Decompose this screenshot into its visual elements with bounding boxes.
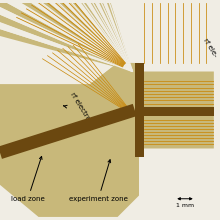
- Polygon shape: [0, 0, 133, 72]
- Polygon shape: [0, 0, 133, 72]
- Polygon shape: [0, 0, 133, 72]
- Polygon shape: [0, 0, 133, 72]
- Polygon shape: [0, 0, 133, 72]
- Polygon shape: [0, 0, 133, 72]
- Polygon shape: [0, 0, 133, 72]
- Text: experiment zone: experiment zone: [69, 160, 128, 202]
- Polygon shape: [0, 0, 133, 72]
- Polygon shape: [0, 0, 133, 72]
- Text: load zone: load zone: [11, 156, 45, 202]
- Polygon shape: [6, 0, 133, 72]
- Text: rf ele-: rf ele-: [202, 37, 218, 58]
- Polygon shape: [0, 0, 133, 72]
- Bar: [135, 63, 144, 157]
- Polygon shape: [0, 0, 133, 72]
- Polygon shape: [0, 63, 214, 217]
- Text: 1 mm: 1 mm: [176, 203, 194, 208]
- Polygon shape: [0, 63, 133, 93]
- Polygon shape: [0, 0, 133, 72]
- Polygon shape: [0, 0, 133, 72]
- Polygon shape: [0, 0, 133, 72]
- Polygon shape: [0, 0, 133, 72]
- Polygon shape: [0, 0, 133, 72]
- Polygon shape: [0, 0, 133, 72]
- Polygon shape: [0, 0, 133, 72]
- Text: rf electrode: rf electrode: [64, 92, 95, 129]
- Polygon shape: [20, 0, 133, 72]
- Polygon shape: [0, 104, 137, 159]
- Polygon shape: [0, 0, 133, 72]
- Bar: [135, 107, 214, 116]
